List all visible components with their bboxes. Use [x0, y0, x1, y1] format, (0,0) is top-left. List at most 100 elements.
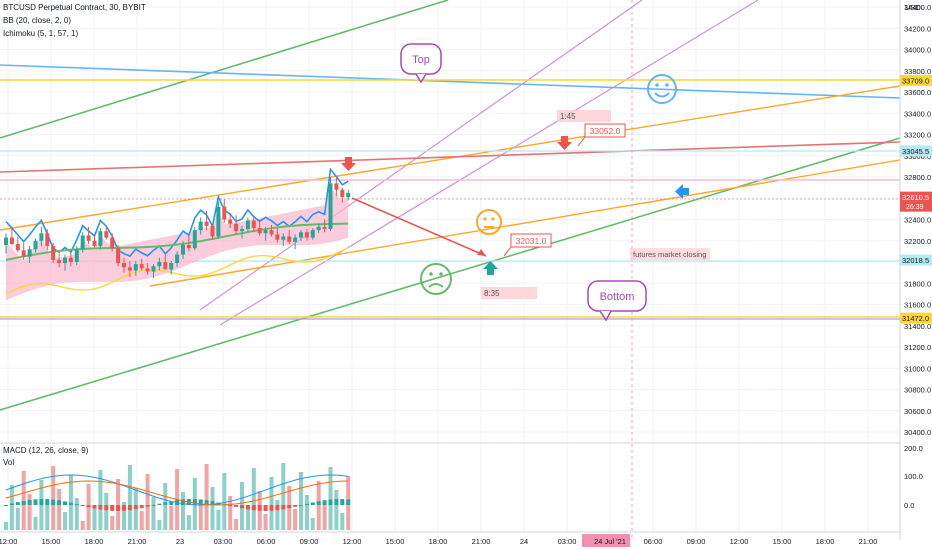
candle-body: [175, 254, 180, 264]
trend-orange-1[interactable]: [0, 85, 901, 231]
macd-hist-bar: [116, 505, 121, 511]
price-label-bg: [900, 145, 932, 157]
vol-bar: [216, 510, 221, 530]
macd-hist-bar: [245, 505, 250, 510]
price-callout-33052[interactable]: 33052.0: [577, 123, 626, 147]
x-tick-label: 03:00: [214, 537, 233, 546]
candle-body: [139, 264, 144, 269]
macd-hist-bar: [334, 499, 339, 505]
candle-body: [186, 245, 191, 249]
x-tick-label: 09:00: [687, 537, 706, 546]
macd-hist-bar: [304, 503, 309, 505]
top-callout[interactable]: Top: [400, 43, 442, 84]
vol-bar: [110, 516, 115, 530]
candle-body: [57, 259, 62, 264]
vol-bar: [245, 505, 250, 530]
macd-hist-bar: [86, 505, 91, 508]
trend-blue-top[interactable]: [0, 64, 901, 99]
arrow-head-down: [477, 249, 486, 256]
x-tick-label: 24 Jul '21: [594, 537, 626, 546]
x-tick-label: 21:00: [859, 537, 878, 546]
macd-hist-bar: [57, 500, 62, 505]
candle-body: [322, 226, 327, 230]
vol-bar: [45, 503, 50, 530]
bottom-callout-label: Bottom: [600, 291, 635, 303]
vol-bar: [222, 473, 227, 530]
macd-hist-bar: [234, 505, 239, 507]
vol-bar: [51, 466, 56, 530]
trend-orange-2[interactable]: [149, 159, 901, 287]
y-tick-label: 33600.0: [904, 88, 931, 97]
candle-body: [222, 206, 227, 220]
macd-hist-bar: [45, 499, 50, 505]
y-tick-label: 33400.0: [904, 109, 931, 118]
signal-line: [5, 480, 349, 506]
candlesticks[interactable]: [4, 177, 351, 278]
x-tick-label: 18:00: [85, 537, 104, 546]
vol-bar: [281, 463, 286, 530]
trend-red[interactable]: [0, 141, 901, 173]
candle-body: [86, 235, 91, 241]
candle-body: [228, 219, 233, 224]
macd-hist-bar: [74, 504, 79, 506]
x-tick-label: 24: [520, 537, 528, 546]
price-label-text: 32018.5: [902, 256, 929, 265]
candle-body: [204, 221, 209, 226]
price-label-text: 33709.0: [902, 76, 929, 85]
candle-body: [39, 233, 44, 241]
vol-bar: [15, 508, 20, 530]
vol-legend: Vol: [3, 458, 15, 467]
time-axis[interactable]: 12:00 15:00 18:00 21:00 23 03:00 06:00 09:00 12:…: [0, 531, 900, 547]
candle-body: [92, 240, 97, 247]
price-labels: 33709.0 33045.5 32610.5 26:39 32018.5 31472.0: [900, 74, 932, 324]
macd-hist-bar: [9, 503, 14, 505]
price-label-text: 31472.0: [902, 314, 929, 323]
macd-hist-bar: [21, 500, 26, 505]
candle-body: [198, 221, 203, 231]
macd-hist-bar: [269, 505, 274, 511]
macd-hist-bar: [51, 499, 56, 505]
x-tick-label: 06:00: [644, 537, 663, 546]
bb-upper-line: [5, 167, 349, 258]
vol-bar: [304, 495, 309, 530]
macd-hist-bar: [169, 501, 174, 505]
bottom-callout[interactable]: Bottom: [587, 280, 647, 322]
x-tick-label: 03:00: [558, 537, 577, 546]
macd-hist-bar: [157, 503, 162, 505]
macd-hist-bar: [98, 505, 103, 510]
vol-bar: [74, 498, 79, 530]
candle-body: [281, 236, 286, 240]
trend-green-upper[interactable]: [0, 0, 449, 139]
smiley-sad-icon: [420, 263, 452, 295]
trend-purple-2[interactable]: [219, 0, 759, 326]
candle-body: [257, 228, 262, 234]
trend-purple-1[interactable]: [199, 0, 643, 311]
macd-axis: 200.0 100.0 0.0: [904, 444, 923, 510]
candle-body: [145, 268, 150, 272]
candle-body: [98, 231, 103, 247]
macd-line: [5, 474, 349, 506]
macd-hist-bar: [39, 499, 44, 505]
vol-bar: [127, 465, 132, 530]
macd-hist-bar: [198, 499, 203, 505]
vol-bar: [169, 506, 174, 530]
vol-bar: [122, 502, 126, 530]
candle-body: [151, 266, 156, 272]
price-callout-33052-text: 33052.0: [590, 126, 621, 136]
macd-hist-bar: [293, 505, 298, 507]
vol-bar: [157, 520, 162, 530]
vol-bar: [234, 519, 239, 530]
macd-pane: [0, 442, 900, 530]
candle-body: [21, 250, 26, 257]
vol-bar: [334, 490, 339, 530]
macd-hist-bar: [228, 505, 233, 506]
vol-bar: [80, 521, 85, 530]
price-callout-32031[interactable]: 32031.0: [503, 233, 552, 257]
vol-bar: [68, 475, 73, 530]
price-label-text: 32610.5: [902, 193, 929, 202]
candle-body: [4, 237, 8, 245]
smiley-happy-icon: [647, 74, 677, 104]
top-callout-label: Top: [412, 54, 430, 66]
vol-bar: [4, 522, 8, 530]
